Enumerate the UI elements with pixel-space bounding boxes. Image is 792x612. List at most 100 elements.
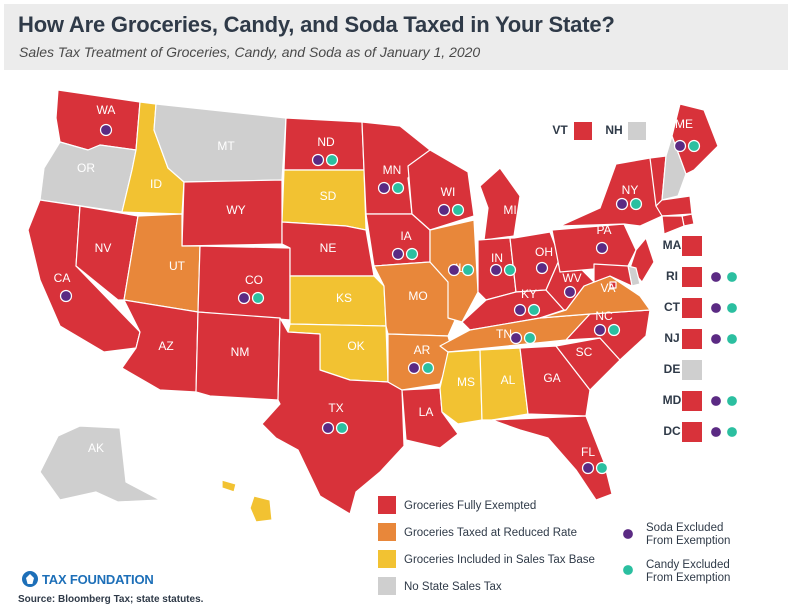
state-label-az: AZ bbox=[158, 339, 173, 353]
soda-dot-il bbox=[447, 263, 461, 277]
box-de bbox=[682, 360, 702, 380]
state-label-sd: SD bbox=[320, 189, 337, 203]
box-soda-dot-ri bbox=[709, 270, 723, 284]
state-label-ky: KY bbox=[521, 287, 537, 301]
candy-dot-wi bbox=[451, 203, 465, 217]
state-label-me: ME bbox=[675, 117, 693, 131]
state-or bbox=[39, 141, 137, 213]
box-label-nh: NH bbox=[605, 123, 622, 137]
soda-dot-tx bbox=[321, 421, 335, 435]
state-label-ms: MS bbox=[457, 375, 475, 389]
state-tx bbox=[261, 317, 405, 515]
box-soda-dot-dc bbox=[709, 425, 723, 439]
state-label-la: LA bbox=[419, 405, 434, 419]
state-wa bbox=[55, 89, 141, 151]
state-label-wi: WI bbox=[441, 185, 456, 199]
candy-dot-tn bbox=[523, 331, 537, 345]
soda-dot-ca bbox=[59, 289, 73, 303]
legend-label-included-in-base: Groceries Included in Sales Tax Base bbox=[404, 554, 595, 566]
candy-dot-nc bbox=[607, 323, 621, 337]
candy-dot-tx bbox=[335, 421, 349, 435]
state-label-tx: TX bbox=[328, 401, 343, 415]
box-soda-dot-md bbox=[709, 394, 723, 408]
soda-dot-wv bbox=[563, 285, 577, 299]
candy-dot-nd bbox=[325, 153, 339, 167]
legend-label-fully-exempted: Groceries Fully Exempted bbox=[404, 500, 536, 512]
state-label-ne: NE bbox=[320, 241, 337, 255]
legend-swatch-fully-exempted bbox=[378, 496, 396, 514]
state-label-hi: HI bbox=[226, 497, 238, 511]
soda-dot-fl bbox=[581, 461, 595, 475]
state-label-mo: MO bbox=[408, 289, 427, 303]
box-label-nj: NJ bbox=[664, 331, 679, 345]
legend-label-reduced-rate: Groceries Taxed at Reduced Rate bbox=[404, 527, 577, 539]
state-label-il: IL bbox=[455, 261, 465, 275]
state-ny bbox=[559, 157, 663, 227]
state-label-nc: NC bbox=[595, 309, 613, 323]
soda-dot-tn bbox=[509, 331, 523, 345]
soda-dot-ar bbox=[407, 361, 421, 375]
soda-dot-nd bbox=[311, 153, 325, 167]
legend-soda-label-line-1: Soda Excluded bbox=[646, 522, 723, 534]
candy-dot-mn bbox=[391, 181, 405, 195]
brand-name: TAX FOUNDATION bbox=[42, 571, 154, 587]
state-label-ny: NY bbox=[622, 183, 639, 197]
state-label-nd: ND bbox=[317, 135, 335, 149]
box-label-ri: RI bbox=[666, 269, 678, 283]
candy-dot-fl bbox=[595, 461, 609, 475]
state-label-ga: GA bbox=[543, 371, 560, 385]
brand-logo-block: TAX FOUNDATION bbox=[22, 571, 154, 587]
legend-swatch-reduced-rate bbox=[378, 523, 396, 541]
state-label-oh: OH bbox=[535, 245, 553, 259]
tax-foundation-logo-icon bbox=[22, 571, 38, 587]
state-nm bbox=[195, 311, 281, 401]
state-label-id: ID bbox=[150, 177, 162, 191]
legend-soda-dot bbox=[621, 527, 635, 541]
state-label-ks: KS bbox=[336, 291, 352, 305]
state-label-ut: UT bbox=[169, 259, 186, 273]
box-dc bbox=[682, 422, 702, 442]
candy-dot-il bbox=[461, 263, 475, 277]
state-label-wy: WY bbox=[226, 203, 245, 217]
state-label-va: VA bbox=[600, 281, 615, 295]
state-label-wv: WV bbox=[562, 271, 581, 285]
box-nj bbox=[682, 329, 702, 349]
soda-dot-co bbox=[237, 291, 251, 305]
state-md bbox=[593, 263, 633, 287]
state-label-or: OR bbox=[77, 161, 95, 175]
state-label-pa: PA bbox=[596, 223, 611, 237]
box-label-ct: CT bbox=[664, 300, 681, 314]
box-ct bbox=[682, 298, 702, 318]
box-ri bbox=[682, 267, 702, 287]
state-hi bbox=[249, 495, 273, 523]
state-label-nv: NV bbox=[95, 241, 112, 255]
state-dc bbox=[609, 281, 617, 289]
state-label-ca: CA bbox=[54, 271, 71, 285]
state-ga bbox=[519, 345, 591, 417]
candy-dot-co bbox=[251, 291, 265, 305]
legend-candy-label-line-1: Candy Excluded bbox=[646, 559, 730, 571]
state-ak bbox=[39, 425, 161, 503]
candy-dot-ar bbox=[421, 361, 435, 375]
candy-dot-in bbox=[503, 263, 517, 277]
soda-dot-wa bbox=[99, 123, 113, 137]
soda-dot-nc bbox=[593, 323, 607, 337]
state-ma bbox=[655, 195, 693, 217]
state-label-ok: OK bbox=[347, 339, 364, 353]
state-pa bbox=[551, 223, 637, 273]
box-label-md: MD bbox=[663, 393, 682, 407]
candy-dot-me bbox=[687, 139, 701, 153]
legend-swatch-included-in-base bbox=[378, 550, 396, 568]
state-nh bbox=[661, 135, 687, 201]
state-ct bbox=[661, 215, 685, 235]
box-nh bbox=[628, 122, 646, 140]
candy-dot-ia bbox=[405, 247, 419, 261]
legend-candy-label-line-2: From Exemption bbox=[646, 572, 730, 584]
state-label-co: CO bbox=[245, 273, 263, 287]
page-subtitle: Sales Tax Treatment of Groceries, Candy,… bbox=[19, 44, 481, 60]
soda-dot-me bbox=[673, 139, 687, 153]
candy-dot-ky bbox=[527, 303, 541, 317]
state-label-mn: MN bbox=[383, 163, 402, 177]
legend-label-no-sales-tax: No State Sales Tax bbox=[404, 581, 502, 593]
page-title: How Are Groceries, Candy, and Soda Taxed… bbox=[18, 12, 615, 37]
